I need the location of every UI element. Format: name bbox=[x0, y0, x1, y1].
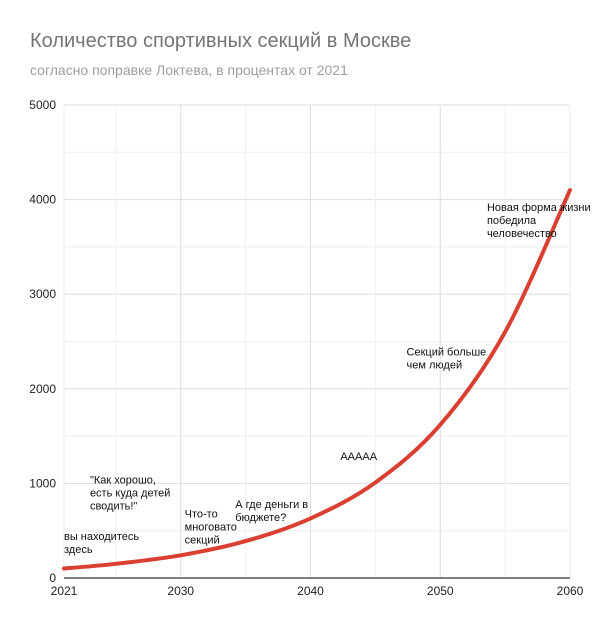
series-line bbox=[62, 188, 572, 571]
annotation-label: вы находитесь здесь bbox=[64, 531, 139, 556]
annotation-line: Что-то bbox=[185, 508, 218, 520]
y-tick-label: 0 bbox=[49, 571, 56, 585]
chart-title: Количество спортивных секций в Москве bbox=[30, 30, 412, 52]
chart-subtitle: согласно поправке Локтева, в процентах о… bbox=[30, 62, 348, 78]
annotation-line: вы находитесь bbox=[64, 531, 139, 543]
y-tick-label: 4000 bbox=[29, 193, 56, 207]
annotation-line: человечество bbox=[487, 228, 557, 240]
annotation-label: "Как хорошо, есть куда детей сводить!" bbox=[90, 474, 170, 512]
annotation-label: Что-то многовато секций bbox=[185, 508, 237, 546]
annotation-line: Секций больше bbox=[407, 347, 487, 359]
annotation-line: "Как хорошо, bbox=[90, 474, 156, 486]
annotation-label: Секций больше чем людей bbox=[407, 347, 487, 372]
annotation-line: многовато bbox=[185, 521, 237, 533]
x-tick-label: 2030 bbox=[167, 584, 194, 598]
annotations: вы находитесь здесь "Как хорошо, есть куда … bbox=[64, 202, 591, 556]
annotation-line: ААААА bbox=[340, 451, 377, 463]
x-tick-label: 2021 bbox=[51, 584, 78, 598]
series-layer bbox=[62, 188, 572, 571]
annotation-line: Новая форма жизни bbox=[487, 202, 591, 214]
y-tick-label: 5000 bbox=[29, 98, 56, 112]
annotation-line: здесь bbox=[64, 544, 93, 556]
grid bbox=[63, 104, 571, 579]
annotation-line: есть куда детей bbox=[90, 487, 170, 499]
y-tick-label: 2000 bbox=[29, 382, 56, 396]
annotation-label: ААААА bbox=[340, 451, 377, 463]
annotation-line: А где деньги в bbox=[235, 499, 308, 511]
annotation-line: секций bbox=[185, 534, 220, 546]
annotation-line: чем людей bbox=[407, 360, 463, 372]
annotation-line: бюджете? bbox=[235, 512, 286, 524]
axes: 0 1000 2000 3000 4000 5000 2021 2030 2040 2050 206… bbox=[29, 98, 583, 598]
y-tick-label: 1000 bbox=[29, 476, 56, 490]
x-tick-label: 2060 bbox=[557, 584, 584, 598]
x-tick-label: 2050 bbox=[427, 584, 454, 598]
x-tick-label: 2040 bbox=[297, 584, 324, 598]
annotation-line: сводить!" bbox=[90, 500, 137, 512]
annotation-label: А где деньги в бюджете? bbox=[235, 499, 308, 524]
annotation-line: победила bbox=[487, 215, 537, 227]
y-tick-label: 3000 bbox=[29, 287, 56, 301]
annotation-label: Новая форма жизни победила человечество bbox=[487, 202, 591, 240]
